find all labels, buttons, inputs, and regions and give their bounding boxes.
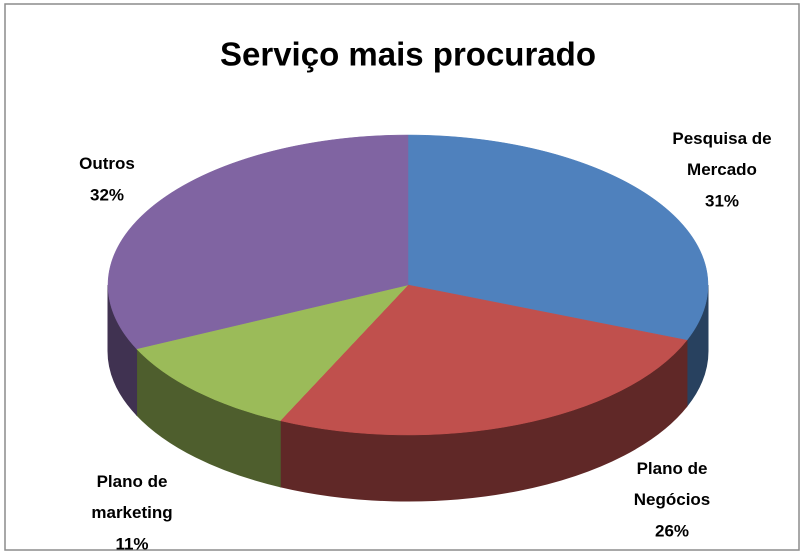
value-label: 32% xyxy=(90,185,124,204)
label-line: Mercado xyxy=(687,160,757,179)
label-line: Plano de xyxy=(97,472,168,491)
category-label: Plano de marketing xyxy=(91,472,172,522)
pie-slice xyxy=(136,284,409,422)
chart-title: Serviço mais procurado xyxy=(220,36,596,73)
pie-slice xyxy=(407,134,709,341)
label-line: Negócios xyxy=(634,490,711,509)
label-line: Outros xyxy=(79,154,135,173)
value-label: 26% xyxy=(655,521,689,540)
pie-slice xyxy=(279,284,688,436)
label-line: Plano de xyxy=(637,459,708,478)
category-label: Pesquisa de Mercado xyxy=(672,129,771,179)
pie-slice xyxy=(107,134,409,350)
value-label: 11% xyxy=(115,534,148,553)
label-line: marketing xyxy=(91,503,172,522)
category-label: Outros xyxy=(79,154,135,173)
label-line: Pesquisa de xyxy=(672,129,771,148)
category-label: Plano de Negócios xyxy=(634,459,711,509)
value-label: 31% xyxy=(705,191,739,210)
